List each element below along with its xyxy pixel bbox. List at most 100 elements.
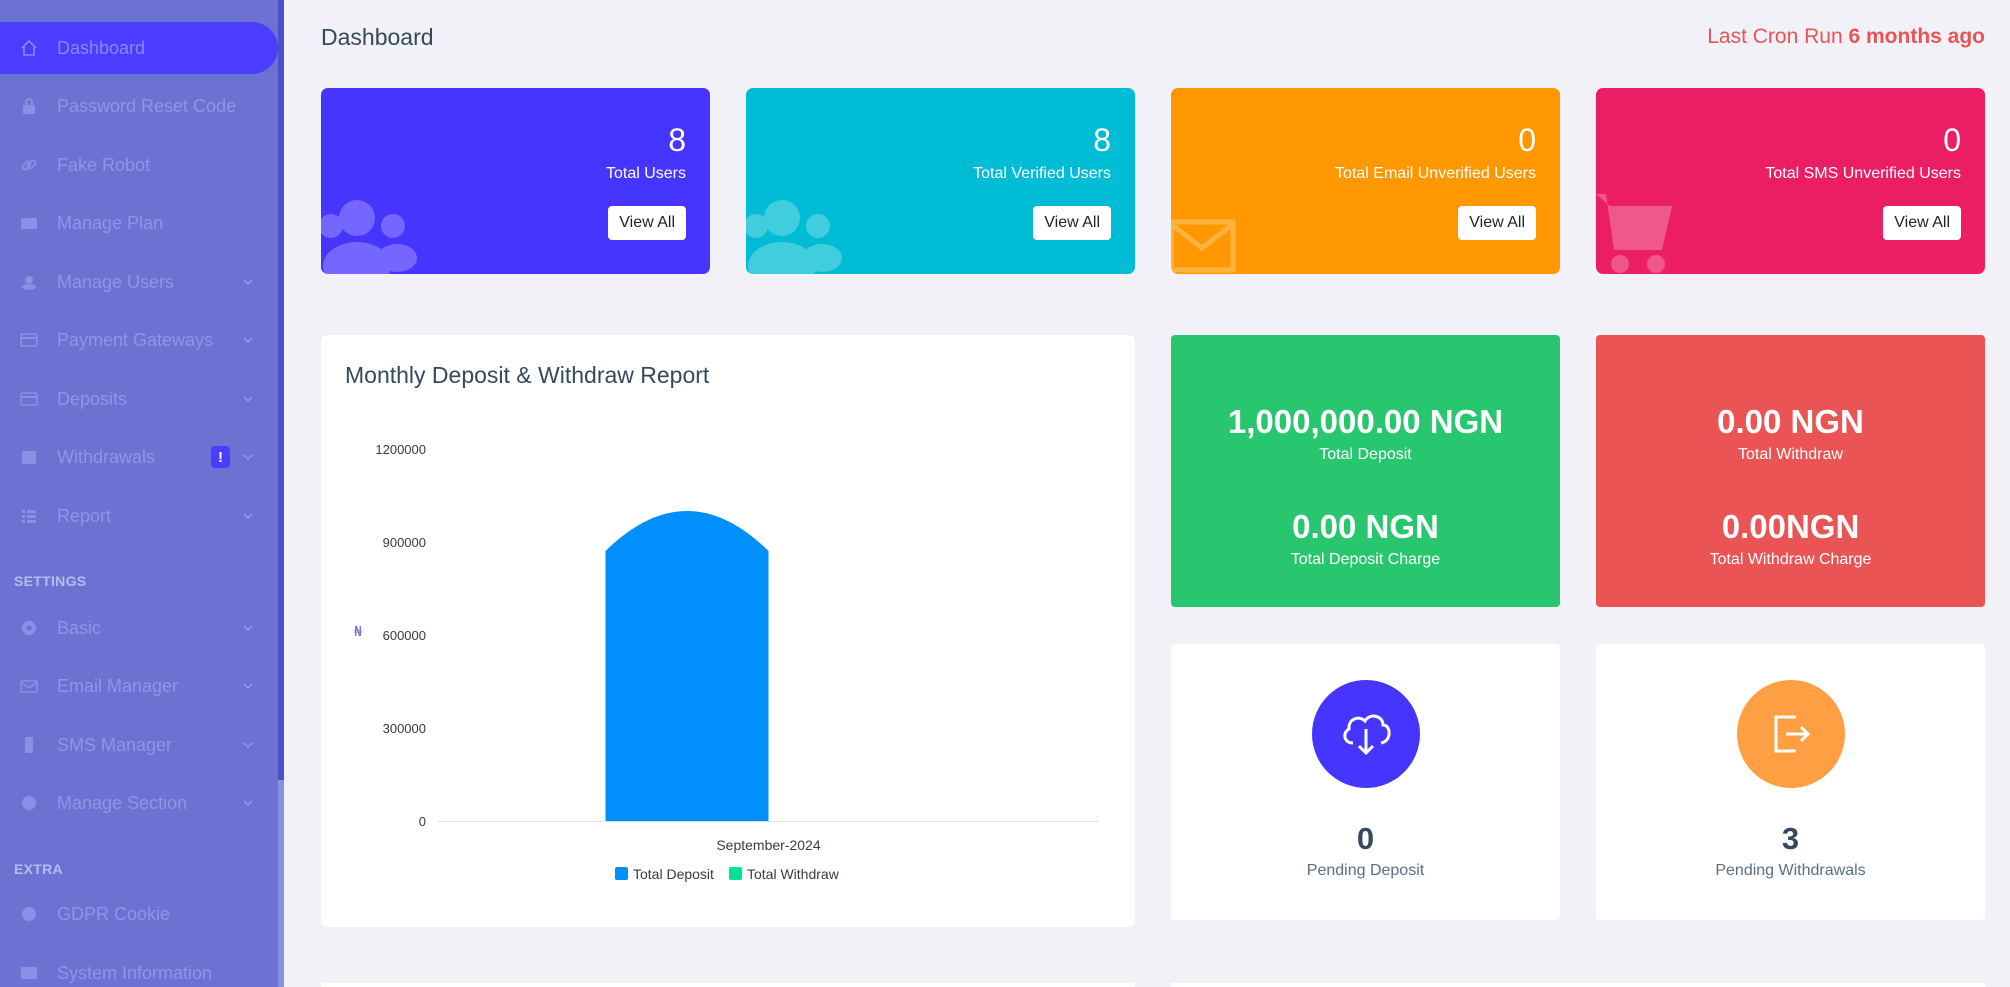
sidebar-item-label: GDPR Cookie — [57, 903, 171, 924]
page-title: Dashboard — [321, 24, 434, 50]
sidebar-item-withdrawals[interactable]: Withdrawals ! — [0, 431, 278, 483]
legend-marker — [729, 867, 742, 880]
sidebar-item-label: Deposits — [57, 388, 128, 409]
pending-withdrawals-card[interactable]: 3 Pending Withdrawals — [1596, 644, 1985, 920]
sidebar-item-sms-manager[interactable]: SMS Manager — [0, 719, 278, 771]
deposit-charge-amount: 0.00 NGN — [1292, 508, 1439, 545]
x-tick-label: September-2024 — [716, 837, 821, 853]
sidebar-item-manage-plan[interactable]: Manage Plan — [0, 197, 278, 249]
pending-deposit-label: Pending Deposit — [1306, 862, 1425, 879]
mobile-icon — [19, 735, 39, 755]
bar-total-deposit — [605, 511, 769, 821]
total-deposit-label: Total Deposit — [1319, 446, 1412, 463]
view-all-button[interactable]: View All — [608, 206, 686, 240]
legend-marker — [615, 867, 628, 880]
withdraw-charge-amount: 0.00NGN — [1721, 508, 1860, 545]
envelope-icon — [1171, 219, 1236, 273]
stat-card-total-verified-users: 8 Total Verified Users View All — [746, 88, 1135, 274]
y-tick-label: 1200000 — [375, 442, 426, 457]
sidebar-item-label: System Information — [57, 962, 213, 983]
deposit-charge-label: Total Deposit Charge — [1290, 551, 1441, 568]
y-tick-label: 0 — [419, 814, 426, 829]
sidebar-item-label: Password Reset Code — [57, 95, 237, 116]
last-cron-run: Last Cron Run 6 months ago — [1707, 25, 1985, 49]
chevron-down-icon — [243, 683, 253, 690]
view-all-button[interactable]: View All — [1458, 206, 1536, 240]
pending-deposit-card[interactable]: 0 Pending Deposit — [1171, 644, 1560, 920]
users-icon — [19, 272, 39, 292]
chevron-down-icon — [243, 279, 253, 286]
sidebar-item-payment-gateways[interactable]: Payment Gateways — [0, 314, 278, 366]
bank-icon — [19, 447, 39, 467]
server-icon — [19, 963, 39, 983]
users-icon — [746, 200, 842, 274]
chevron-down-icon — [243, 396, 253, 403]
sidebar-scrollbar[interactable] — [278, 0, 284, 987]
scrollbar-thumb[interactable] — [278, 0, 284, 780]
y-tick-label: 900000 — [383, 535, 426, 550]
sidebar-item-system-information[interactable]: System Information — [0, 947, 278, 987]
stat-value: 8 — [668, 122, 686, 158]
chart-title: Monthly Deposit & Withdraw Report — [345, 362, 710, 388]
cloud-download-icon — [1312, 680, 1420, 788]
deposit-withdraw-chart-card: Monthly Deposit & Withdraw Report 120000… — [321, 335, 1135, 927]
link-icon — [19, 155, 39, 175]
sidebar-item-basic[interactable]: Basic — [0, 602, 278, 654]
sign-out-icon — [1737, 680, 1845, 788]
stat-card-total-users: 8 Total Users View All — [321, 88, 710, 274]
sidebar-item-label: SMS Manager — [57, 734, 173, 755]
chevron-down-icon — [243, 625, 253, 632]
stat-label: Total Email Unverified Users — [1335, 165, 1536, 182]
list-icon — [19, 506, 39, 526]
sidebar-item-label: Manage Plan — [57, 212, 164, 233]
stat-value: 8 — [1093, 122, 1111, 158]
sidebar-item-manage-users[interactable]: Manage Users — [0, 256, 278, 308]
y-tick-label: 600000 — [383, 628, 426, 643]
sidebar-item-password-reset-code[interactable]: Password Reset Code — [0, 80, 278, 132]
cron-value: 6 months ago — [1848, 25, 1985, 48]
sidebar-item-label: Dashboard — [57, 37, 146, 58]
lock-icon — [19, 96, 39, 116]
stat-label: Total Verified Users — [973, 165, 1111, 182]
chevron-down-icon — [243, 800, 253, 807]
sidebar-item-label: Manage Users — [57, 271, 175, 292]
legend-label: Total Withdraw — [747, 866, 840, 882]
sidebar-item-manage-section[interactable]: Manage Section — [0, 777, 278, 829]
extra-section-label: EXTRA — [14, 861, 63, 877]
next-card-edge — [321, 983, 1135, 987]
chevron-down-icon — [243, 513, 253, 520]
sidebar-item-dashboard[interactable]: Dashboard — [0, 22, 278, 74]
chevron-down-icon — [243, 454, 253, 461]
legend-label: Total Deposit — [633, 866, 714, 882]
sidebar-item-report[interactable]: Report — [0, 490, 278, 542]
view-all-button[interactable]: View All — [1883, 206, 1961, 240]
view-all-button[interactable]: View All — [1033, 206, 1111, 240]
gear-icon — [19, 618, 39, 638]
sidebar-item-label: Email Manager — [57, 675, 179, 696]
cookie-icon — [19, 904, 39, 924]
warning-badge: ! — [211, 446, 230, 468]
withdraw-summary-card: 0.00 NGN Total Withdraw 0.00NGN Total Wi… — [1596, 335, 1985, 607]
envelope-icon — [19, 676, 39, 696]
stat-label: Total Users — [605, 165, 686, 182]
withdraw-charge-label: Total Withdraw Charge — [1709, 551, 1872, 568]
y-axis-currency-glyph: ₦ — [354, 625, 363, 640]
users-icon — [321, 200, 417, 274]
credit-card-icon — [19, 330, 39, 350]
puzzle-icon — [19, 793, 39, 813]
sidebar-item-label: Manage Section — [57, 792, 188, 813]
sidebar-item-label: Withdrawals — [57, 446, 156, 467]
total-deposit-amount: 1,000,000.00 NGN — [1227, 403, 1504, 440]
total-withdraw-label: Total Withdraw — [1738, 446, 1843, 463]
sidebar-item-email-manager[interactable]: Email Manager — [0, 660, 278, 712]
credit-card-icon — [19, 389, 39, 409]
sidebar-item-deposits[interactable]: Deposits — [0, 373, 278, 425]
pending-withdrawals-count: 3 — [1781, 821, 1800, 856]
sidebar-item-fake-robot[interactable]: Fake Robot — [0, 139, 278, 191]
stat-label: Total SMS Unverified Users — [1765, 165, 1961, 182]
sidebar-item-gdpr-cookie[interactable]: GDPR Cookie — [0, 888, 278, 940]
sidebar-item-label: Fake Robot — [57, 154, 151, 175]
sidebar: Dashboard Password Reset Code Fake Robot… — [0, 0, 284, 987]
total-withdraw-amount: 0.00 NGN — [1717, 403, 1864, 440]
y-tick-label: 300000 — [383, 721, 426, 736]
